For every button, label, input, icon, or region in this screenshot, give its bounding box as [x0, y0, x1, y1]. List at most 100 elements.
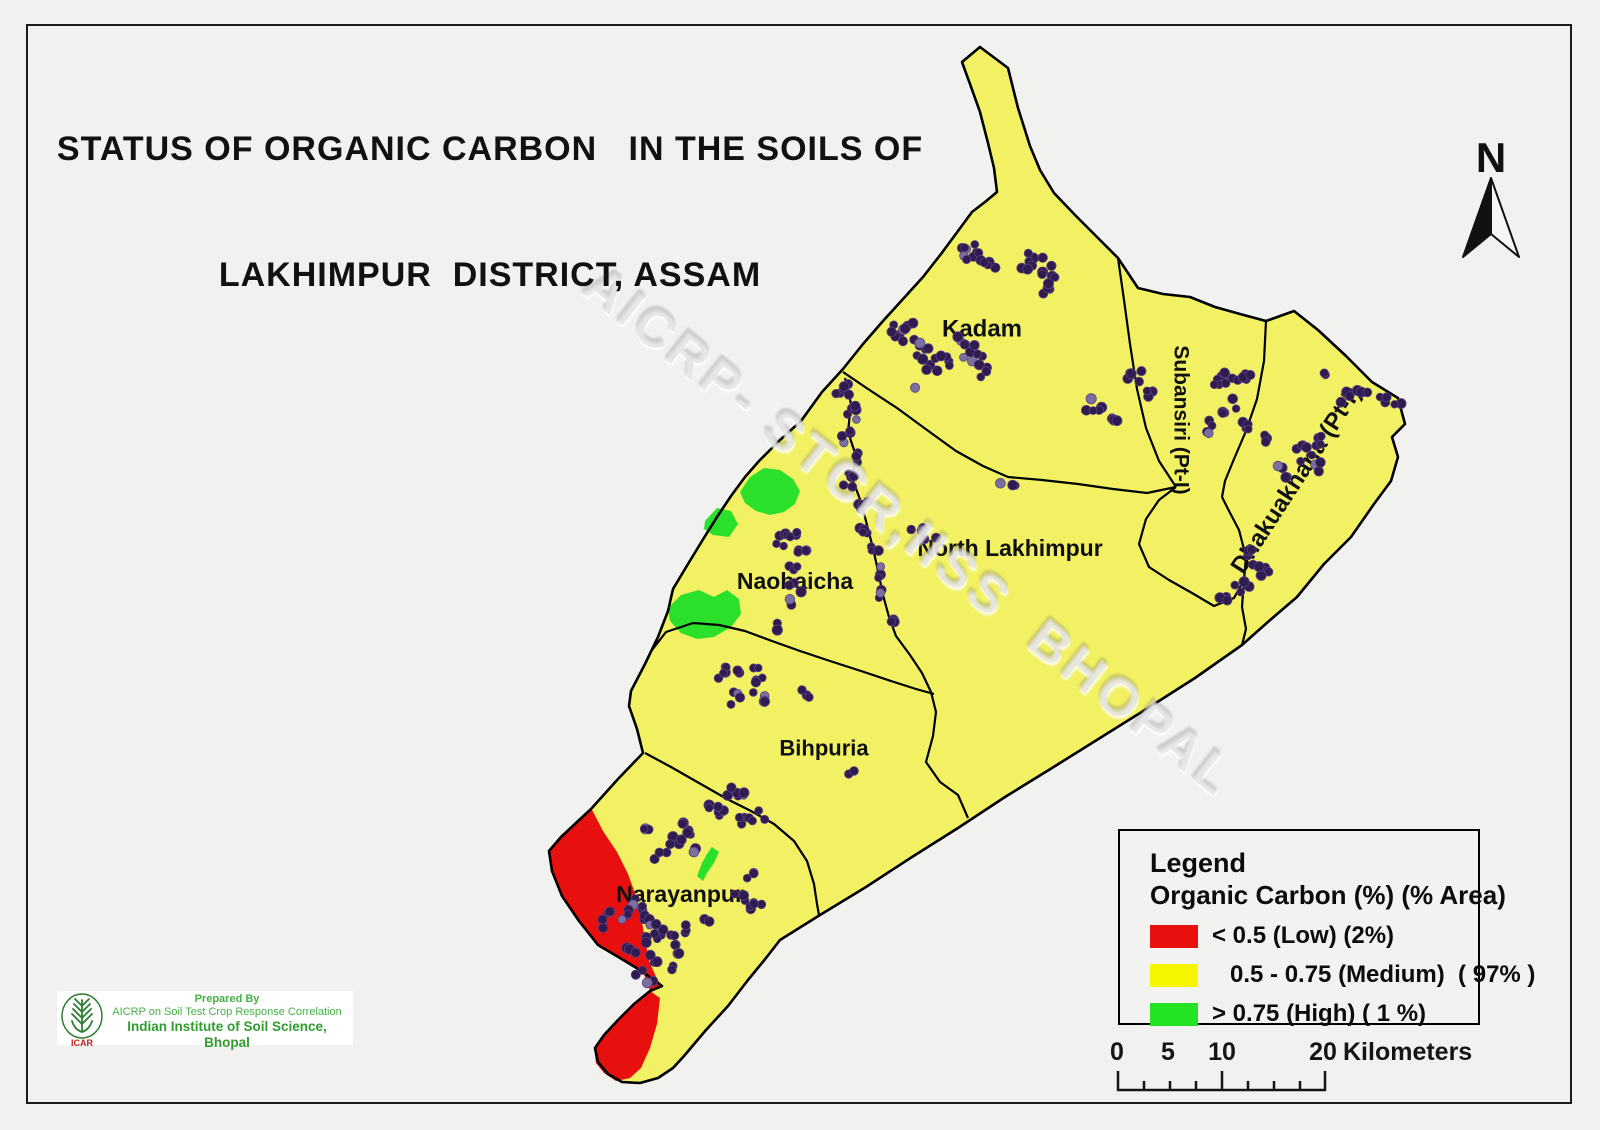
- sample-dot: [730, 889, 740, 899]
- high-oc-area: [704, 508, 738, 537]
- sample-dot: [960, 243, 970, 253]
- sample-dot: [665, 839, 675, 850]
- credits-text: Prepared By AICRP on Soil Test Crop Resp…: [105, 993, 349, 1051]
- sample-dot: [972, 349, 983, 359]
- sample-dot: [1220, 378, 1231, 388]
- sample-dot: [873, 545, 884, 556]
- legend: Legend Organic Carbon (%) (% Area) < 0.5…: [1118, 829, 1535, 1028]
- sample-dot: [976, 372, 986, 382]
- sample-dot: [1301, 442, 1312, 453]
- sample-dot: [738, 890, 749, 901]
- region-boundary: [644, 752, 821, 916]
- sample-dot: [645, 949, 656, 961]
- sample-dot: [1227, 393, 1238, 405]
- sample-dot: [910, 382, 921, 393]
- sample-dot: [738, 787, 750, 799]
- sample-dot: [1316, 431, 1326, 441]
- sample-dot: [677, 818, 688, 829]
- sample-dot: [1136, 366, 1147, 377]
- sample-dot: [898, 336, 909, 347]
- sample-dot: [858, 527, 868, 537]
- sample-dot: [959, 352, 968, 362]
- sample-dot: [1307, 450, 1317, 460]
- sample-dot: [1219, 367, 1230, 378]
- sample-dot: [962, 255, 972, 265]
- sample-dot: [630, 947, 641, 958]
- sample-dot: [1316, 439, 1325, 449]
- credits-box: ICAR Prepared By AICRP on Soil Test Crop…: [57, 991, 353, 1050]
- sample-dot: [732, 665, 743, 676]
- sample-dot: [784, 594, 796, 605]
- legend-item-high: > 0.75 (High) ( 1 %): [1150, 1000, 1478, 1028]
- sample-dot: [838, 381, 850, 392]
- sample-dot: [734, 812, 745, 823]
- sample-dot: [641, 977, 653, 989]
- scale-bar-ticks: [1116, 1071, 1327, 1092]
- sample-dot: [682, 827, 693, 839]
- sample-dot: [649, 854, 660, 865]
- legend-swatch-high: [1150, 1002, 1198, 1026]
- high-oc-area: [697, 847, 719, 881]
- sample-dot: [785, 532, 795, 542]
- sample-dot: [1390, 400, 1399, 409]
- district-area: [549, 47, 1405, 1083]
- sample-dot: [906, 524, 916, 535]
- sample-dot: [916, 525, 928, 536]
- sample-dot: [1381, 392, 1392, 403]
- sample-dot: [792, 527, 802, 538]
- legend-item-low: < 0.5 (Low) (2%): [1150, 922, 1478, 950]
- sample-dot: [1245, 369, 1256, 380]
- sample-dot: [1319, 368, 1329, 378]
- legend-label-high: > 0.75 (High) ( 1 %): [1212, 1000, 1427, 1027]
- sample-dot: [852, 415, 861, 424]
- sample-dot: [673, 948, 685, 959]
- sample-dot: [795, 586, 807, 598]
- legend-swatch-low: [1150, 924, 1198, 948]
- sample-dot: [875, 588, 886, 598]
- sample-dot: [851, 451, 862, 462]
- sample-dot: [804, 692, 814, 702]
- sample-dot: [981, 366, 992, 377]
- low-oc-area: [549, 808, 662, 991]
- sample-dot: [750, 677, 762, 688]
- sample-dot: [1111, 415, 1123, 427]
- region-label-bihpuria: Bihpuria: [779, 736, 869, 761]
- sample-dot: [797, 685, 807, 695]
- sample-dot: [886, 326, 897, 337]
- scale-label-5: 5: [1161, 1038, 1175, 1066]
- north-arrow-left-half: [1462, 177, 1492, 258]
- region-label-north-lakhimpur: North Lakhimpur: [917, 535, 1102, 561]
- sample-dot: [831, 388, 841, 399]
- sample-dot: [759, 696, 770, 707]
- sample-dot: [1037, 252, 1048, 263]
- region-boundary: [651, 621, 935, 696]
- sample-dot: [1125, 368, 1137, 380]
- sample-dot: [1230, 580, 1240, 590]
- north-label: N: [1476, 134, 1506, 181]
- wheat-icon: [71, 998, 93, 1033]
- scale-label-10: 10: [1208, 1038, 1236, 1066]
- sample-dot: [749, 899, 759, 909]
- sample-dot: [726, 700, 736, 709]
- sample-dot: [1050, 272, 1060, 282]
- sample-dot: [1344, 391, 1355, 402]
- sample-dot: [1023, 248, 1033, 258]
- scale-bar: 0 5 10 20 Kilometers: [1110, 1038, 1472, 1092]
- sample-dot: [657, 924, 669, 935]
- district-outline: [547, 45, 1407, 1085]
- sample-dot: [1046, 260, 1057, 271]
- map-title-line2: LAKHIMPUR DISTRICT, ASSAM: [218, 256, 762, 294]
- sample-dot: [680, 920, 691, 930]
- sample-dot: [1085, 393, 1097, 405]
- sample-dot: [1209, 380, 1219, 390]
- sample-dot: [921, 364, 932, 376]
- sample-dot: [973, 359, 985, 371]
- sample-dot: [754, 663, 763, 673]
- sample-dot: [617, 914, 627, 924]
- sample-dot: [637, 901, 648, 911]
- map-title: STATUS OF ORGANIC CARBON IN THE SOILS OF…: [40, 44, 940, 380]
- sample-dot: [838, 480, 849, 490]
- sample-dot: [979, 257, 989, 268]
- sample-dot: [935, 350, 947, 362]
